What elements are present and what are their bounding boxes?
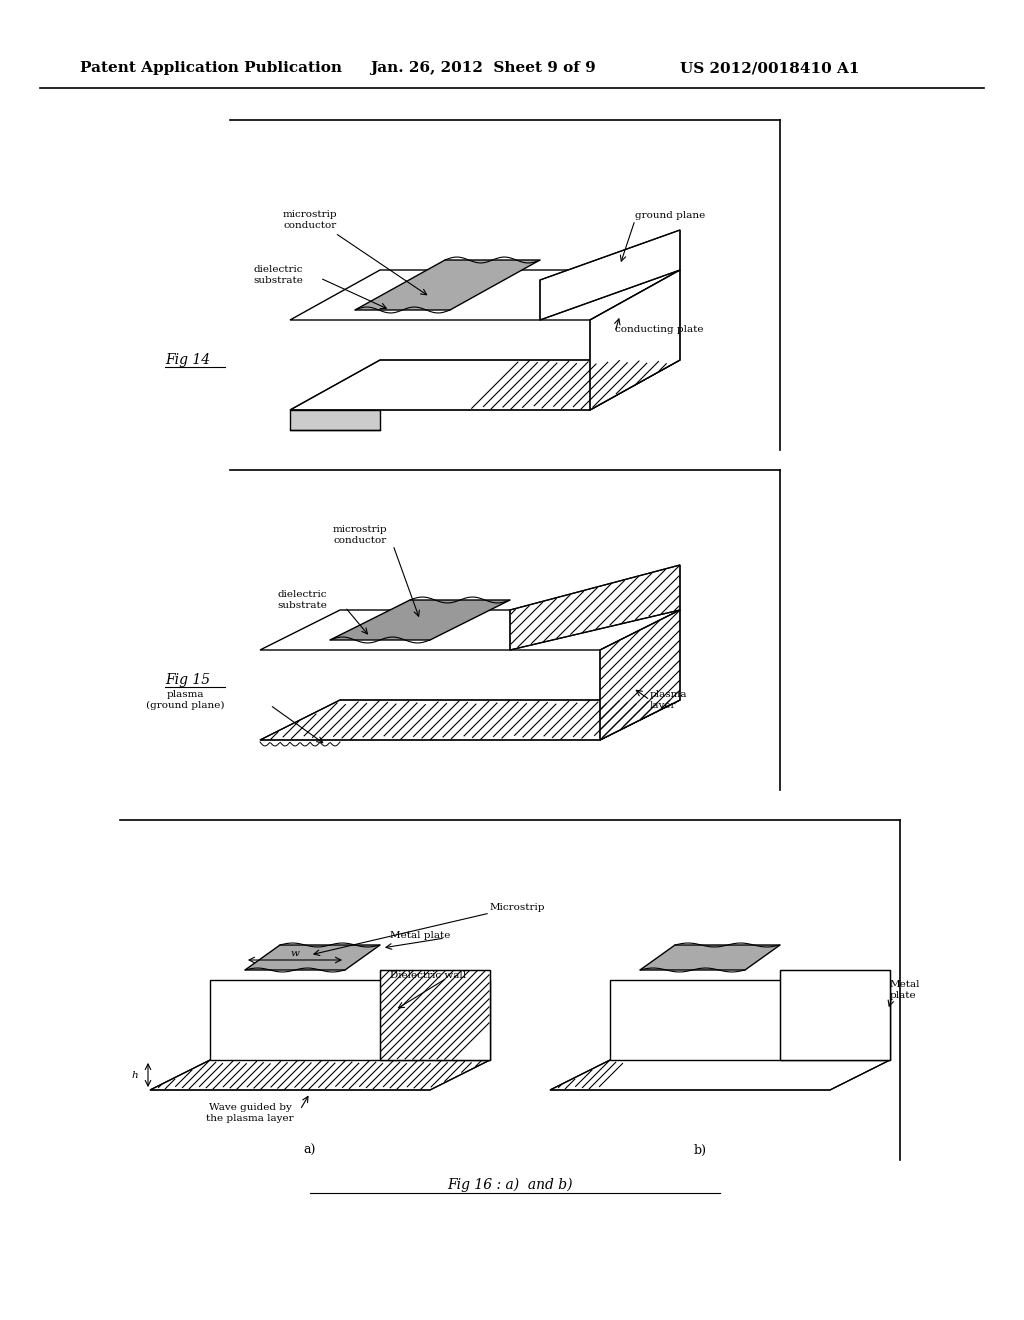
Text: Jan. 26, 2012  Sheet 9 of 9: Jan. 26, 2012 Sheet 9 of 9 [370, 61, 596, 75]
Text: Dielectric wall: Dielectric wall [390, 970, 466, 979]
Text: conducting plate: conducting plate [615, 326, 703, 334]
Polygon shape [640, 945, 780, 970]
Text: Microstrip: Microstrip [490, 903, 546, 912]
Text: Fig 16 : a)  and b): Fig 16 : a) and b) [447, 1177, 572, 1192]
Text: Patent Application Publication: Patent Application Publication [80, 61, 342, 75]
Polygon shape [780, 970, 890, 1060]
Text: Metal
plate: Metal plate [890, 981, 921, 999]
Polygon shape [550, 1060, 890, 1090]
Polygon shape [290, 360, 680, 411]
Text: Fig 15: Fig 15 [165, 673, 210, 686]
Text: w: w [291, 949, 299, 957]
Polygon shape [540, 230, 680, 319]
Polygon shape [150, 1060, 490, 1090]
Text: Metal plate: Metal plate [390, 931, 451, 940]
Text: plasma
layer: plasma layer [650, 690, 687, 710]
Text: dielectric
substrate: dielectric substrate [253, 265, 303, 285]
Polygon shape [610, 979, 890, 1060]
Polygon shape [290, 411, 380, 430]
Text: dielectric
substrate: dielectric substrate [278, 590, 327, 610]
Text: US 2012/0018410 A1: US 2012/0018410 A1 [680, 61, 859, 75]
Polygon shape [290, 271, 680, 319]
Polygon shape [330, 601, 510, 640]
Text: b): b) [693, 1143, 707, 1156]
Text: microstrip
conductor: microstrip conductor [283, 210, 337, 230]
Polygon shape [600, 610, 680, 741]
Polygon shape [510, 565, 680, 649]
Polygon shape [245, 945, 380, 970]
Polygon shape [260, 700, 680, 741]
Text: a): a) [304, 1143, 316, 1156]
Text: h: h [131, 1071, 138, 1080]
Polygon shape [210, 979, 490, 1060]
Text: plasma
(ground plane): plasma (ground plane) [145, 690, 224, 710]
Text: Fig 14: Fig 14 [165, 352, 210, 367]
Polygon shape [355, 260, 540, 310]
Text: ground plane: ground plane [635, 210, 706, 219]
Polygon shape [590, 271, 680, 411]
Text: Wave guided by
the plasma layer: Wave guided by the plasma layer [206, 1104, 294, 1123]
Polygon shape [260, 610, 680, 649]
Text: microstrip
conductor: microstrip conductor [333, 525, 387, 545]
Polygon shape [380, 970, 490, 1060]
